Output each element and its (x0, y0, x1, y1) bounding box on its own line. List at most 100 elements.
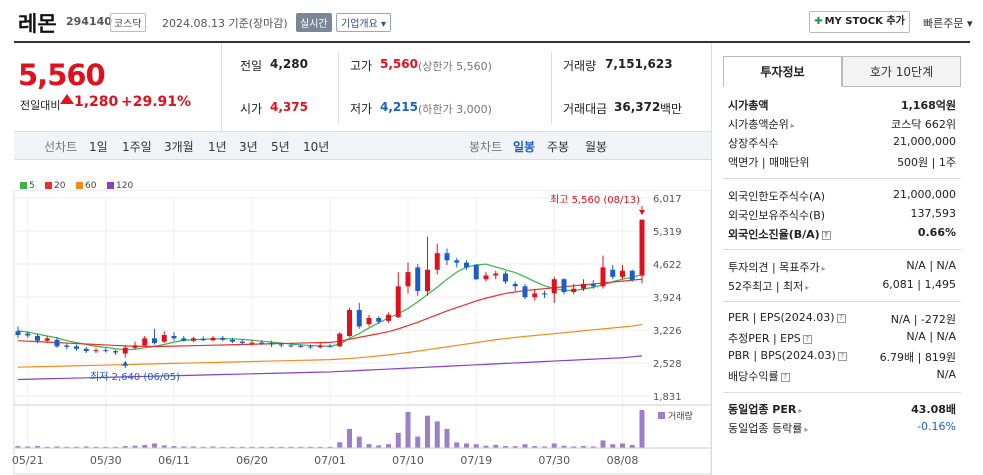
candle-daily[interactable]: 일봉 (513, 140, 536, 154)
volume-bar (493, 444, 499, 448)
invest-row[interactable]: 동일업종 등락률 ▸ -0.16% (728, 420, 956, 435)
y-tick-label: 3,226 (653, 326, 682, 337)
invest-row: 외국인한도주식수(A) 21,000,000 (728, 188, 956, 203)
candle-body (473, 265, 479, 280)
help-icon[interactable]: ? (836, 313, 846, 323)
invest-row-key: 외국인보유주식수(B) (728, 209, 826, 222)
y-tick-label: 1,831 (653, 392, 682, 403)
chevron-right-icon[interactable]: ▸ (790, 121, 795, 130)
volume-bar (434, 421, 440, 448)
volume-bar (366, 444, 372, 448)
volume-bar (288, 446, 294, 448)
realtime-button[interactable]: 실시간 (296, 13, 332, 32)
candle-weekly[interactable]: 주봉 (547, 140, 570, 154)
volume-bar (571, 446, 577, 448)
volume-bar (15, 446, 21, 448)
invest-row[interactable]: 시가총액순위 ▸ 코스닥 662위 (728, 116, 956, 131)
invest-row-key: PBR | BPS(2024.03)? (728, 349, 847, 362)
invest-row-key: 외국인소진율(B/A)? (728, 226, 831, 242)
invest-row[interactable]: 외국인소진율(B/A)? 0.66% (728, 226, 956, 241)
volume-bar (464, 443, 469, 448)
volume-bar (317, 446, 323, 448)
help-icon[interactable]: ? (802, 334, 812, 344)
period-1y[interactable]: 1년 (208, 140, 227, 154)
volume-bar (161, 445, 167, 448)
chevron-right-icon[interactable]: ▸ (804, 425, 809, 434)
candle-body (376, 318, 382, 322)
invest-row[interactable]: 배당수익률? N/A (728, 368, 956, 383)
invest-row[interactable]: PBR | BPS(2024.03)? 6.79배 | 819원 (728, 349, 956, 364)
candle-body (298, 345, 304, 347)
invest-row-value: N/A | -272원 (890, 313, 956, 326)
volume-bar (83, 446, 89, 448)
min-arrow-icon (122, 360, 129, 366)
open-value: 4,375 (270, 100, 308, 114)
candle-body (483, 275, 489, 280)
invest-row[interactable]: 투자의견 | 목표주가 ▸ N/A | N/A (728, 259, 956, 274)
candle-body (493, 273, 499, 276)
high-label: 고가 (350, 59, 373, 73)
candle-body (454, 260, 460, 263)
corp-info-dropdown[interactable]: 기업개요 ▾ (336, 13, 391, 32)
volume-bar (512, 446, 518, 448)
period-3m[interactable]: 3개월 (164, 140, 194, 154)
period-10y[interactable]: 10년 (303, 140, 330, 154)
volume-bar (152, 443, 157, 448)
x-tick-label: 06/20 (236, 454, 268, 467)
invest-row-key: 시가총액순위 ▸ (728, 118, 795, 131)
invest-row[interactable]: 추정PER | EPS? N/A | N/A (728, 330, 956, 345)
candle-body (542, 293, 547, 295)
period-1w[interactable]: 1주일 (122, 140, 152, 154)
period-3y[interactable]: 3년 (239, 140, 258, 154)
volume-bar (347, 429, 352, 448)
candle-body (512, 283, 518, 287)
quick-order-button[interactable]: 빠른주문 ▾ (923, 17, 973, 30)
volume-bar (327, 446, 333, 448)
chevron-right-icon[interactable]: ▸ (798, 406, 803, 415)
x-tick-label: 08/08 (607, 454, 639, 467)
candle-body (308, 346, 313, 348)
chevron-right-icon[interactable]: ▸ (821, 264, 826, 273)
invest-row[interactable]: 52주최고 | 최저 ▸ 6,081 | 1,495 (728, 278, 956, 293)
chart-frame (13, 190, 711, 475)
volume-bar (376, 445, 382, 448)
help-icon[interactable]: ? (780, 372, 790, 382)
tab-orderbook[interactable]: 호가 10단계 (842, 56, 961, 87)
x-tick-label: 05/30 (90, 454, 122, 467)
period-1d[interactable]: 1일 (89, 140, 108, 154)
candle-body (386, 314, 391, 321)
volume-bar (522, 444, 528, 448)
add-my-stock-button[interactable]: ✚ MY STOCK 추가 (809, 11, 910, 33)
help-icon[interactable]: ? (837, 351, 847, 361)
volume-bar (269, 446, 274, 448)
candle-body (532, 293, 538, 298)
invest-row-key: 동일업종 PER ▸ (728, 403, 803, 416)
volume-label: 거래량 (563, 59, 597, 73)
y-tick-label: 5,319 (653, 227, 682, 238)
candle-body (639, 219, 645, 276)
candle-body (249, 342, 255, 344)
high-value: 5,560 (380, 57, 418, 71)
candle-body (103, 350, 109, 352)
invest-row[interactable]: PER | EPS(2024.03)? N/A | -272원 (728, 311, 956, 326)
chevron-right-icon[interactable]: ▸ (805, 283, 810, 292)
invest-row-value: 6,081 | 1,495 (882, 278, 956, 291)
tab-invest-info[interactable]: 투자정보 (723, 56, 842, 87)
volume-bar (356, 436, 362, 448)
invest-row[interactable]: 동일업종 PER ▸ 43.08배 (728, 401, 956, 416)
invest-row: 액면가 | 매매단위 500원 | 1주 (728, 154, 956, 169)
change-value: 1,280 (74, 94, 119, 110)
stock-chart[interactable]: 6,017 5,319 4,622 3,924 3,226 2,528 1,831 최고 5,… (0, 190, 711, 475)
candle-body (444, 253, 450, 261)
volume-bar (620, 443, 625, 448)
help-icon[interactable]: ? (821, 230, 831, 240)
change-label: 전일대비 (20, 99, 61, 112)
candle-monthly[interactable]: 월봉 (585, 140, 608, 154)
period-5y[interactable]: 5년 (271, 140, 290, 154)
lower-limit: (하한가 3,000) (418, 103, 492, 116)
x-tick-label: 07/10 (392, 454, 424, 467)
invest-row-value: 137,593 (910, 207, 957, 220)
invest-row-key: 시가총액 (728, 99, 769, 112)
candle-body (142, 338, 148, 346)
invest-row-value: N/A | N/A (906, 259, 956, 272)
